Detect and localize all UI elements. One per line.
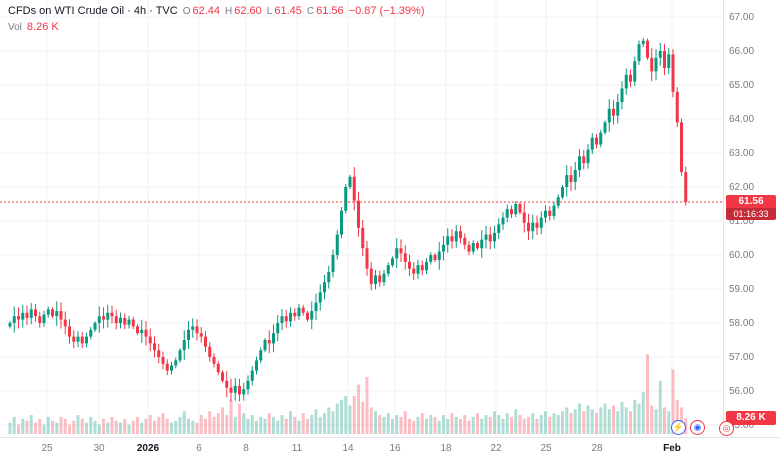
svg-text:25: 25 — [540, 443, 552, 454]
high-label: H — [225, 6, 233, 17]
svg-text:66.00: 66.00 — [729, 46, 754, 57]
svg-text:16: 16 — [389, 443, 401, 454]
svg-text:57.00: 57.00 — [729, 352, 754, 363]
volume-label: Vol — [8, 22, 22, 33]
volume-value: 8.26 K — [26, 21, 59, 33]
svg-text:64.00: 64.00 — [729, 114, 754, 125]
symbol-legend: CFDs on WTI Crude Oil · 4h · TVC O 62.44 … — [8, 5, 425, 17]
open-label: O — [182, 6, 191, 17]
price-axis[interactable]: 67.00 66.00 65.00 64.00 63.00 62.00 61.00 60.00… — [729, 12, 754, 431]
svg-text:28: 28 — [591, 443, 603, 454]
low-label: L — [266, 6, 273, 17]
time-axis[interactable]: 25 30 2026 6 8 11 14 16 18 22 25 28 Feb — [41, 443, 680, 454]
axis-separators — [0, 0, 780, 438]
svg-text:8: 8 — [243, 443, 249, 454]
last-price-badge: 61.56 01:16:33 — [726, 195, 776, 220]
svg-text:56.00: 56.00 — [729, 386, 754, 397]
close-label: C — [306, 6, 315, 17]
minds-icon[interactable]: ◉ — [690, 420, 705, 435]
change-value: −0.87 (−1.39%) — [348, 5, 425, 17]
svg-text:18: 18 — [440, 443, 452, 454]
svg-text:30: 30 — [93, 443, 105, 454]
svg-text:6: 6 — [196, 443, 202, 454]
candlestick-series — [8, 37, 688, 402]
svg-text:Feb: Feb — [663, 443, 681, 454]
svg-text:25: 25 — [41, 443, 53, 454]
svg-text:61.00: 61.00 — [729, 216, 754, 227]
low-value: 61.45 — [274, 5, 302, 17]
lightning-icon[interactable]: ⚡ — [671, 420, 686, 435]
last-volume-badge: 8.26 K — [726, 411, 776, 425]
corner-target-icon[interactable]: ◎ — [719, 421, 734, 436]
svg-text:59.00: 59.00 — [729, 284, 754, 295]
svg-text:58.00: 58.00 — [729, 318, 754, 329]
symbol-title[interactable]: CFDs on WTI Crude Oil · 4h · TVC — [8, 5, 178, 17]
svg-text:67.00: 67.00 — [729, 12, 754, 23]
bar-countdown: 01:16:33 — [726, 208, 776, 220]
svg-text:65.00: 65.00 — [729, 80, 754, 91]
close-value: 61.56 — [316, 5, 344, 17]
svg-text:55.00: 55.00 — [729, 420, 754, 431]
svg-text:63.00: 63.00 — [729, 148, 754, 159]
svg-text:60.00: 60.00 — [729, 250, 754, 261]
open-value: 62.44 — [192, 5, 221, 17]
svg-text:22: 22 — [490, 443, 502, 454]
high-value: 62.60 — [234, 5, 262, 17]
svg-text:2026: 2026 — [137, 443, 160, 454]
svg-text:11: 11 — [292, 443, 303, 454]
volume-series — [8, 354, 688, 434]
last-price-value: 61.56 — [738, 196, 764, 207]
grid-lines — [0, 0, 723, 437]
volume-legend: Vol 8.26 K — [8, 21, 59, 33]
svg-text:14: 14 — [342, 443, 354, 454]
svg-text:62.00: 62.00 — [729, 182, 754, 193]
